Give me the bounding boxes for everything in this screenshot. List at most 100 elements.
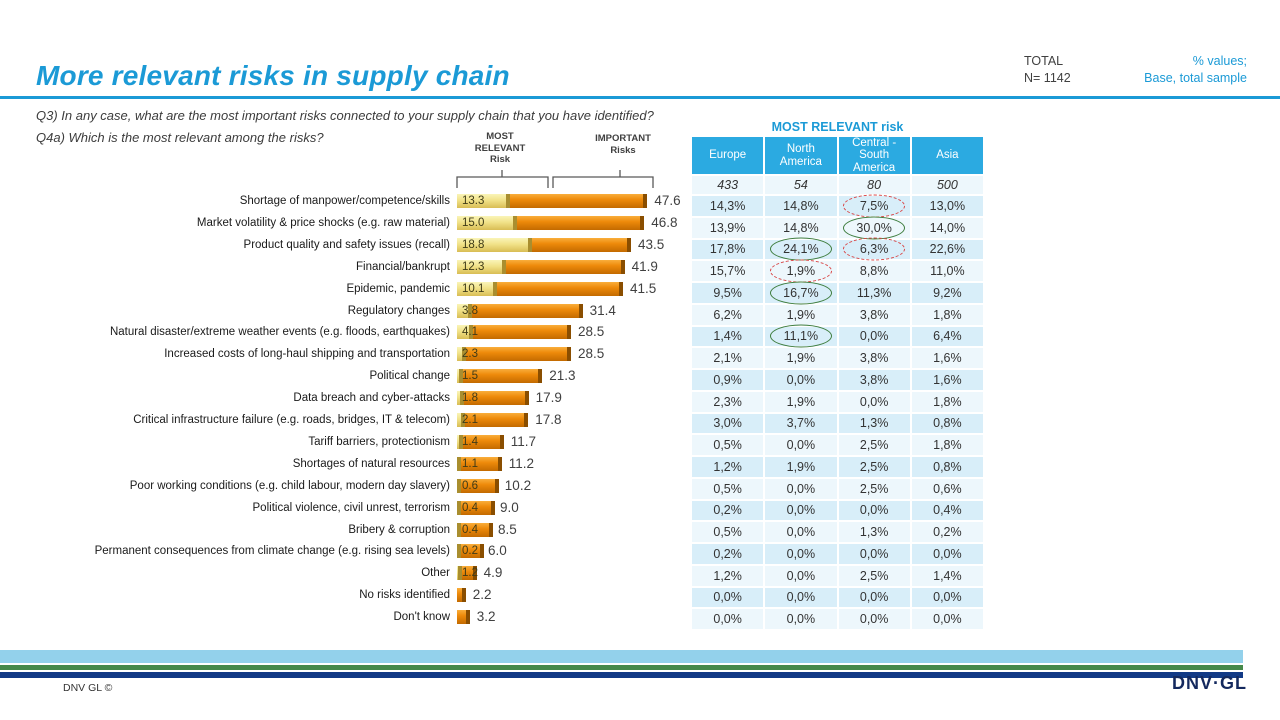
table-header-cell: North America — [765, 137, 839, 176]
region-table: Europe North America Central - South Ameri… — [692, 137, 983, 631]
chart-bar — [457, 303, 583, 318]
table-cell: 30,0% — [838, 216, 912, 240]
table-cell: 0,2% — [911, 522, 983, 544]
chart-bar — [457, 456, 502, 471]
table-header-cell: Central - South America — [838, 137, 912, 176]
chart-bar-important-segment — [461, 500, 496, 515]
chart-bar-value-total: 28.5 — [578, 346, 605, 362]
chart-bar-value-most-relevant: 10.1 — [462, 282, 485, 295]
chart-bar-value-most-relevant: 1.1 — [462, 457, 478, 470]
table-cell: 0,2% — [692, 500, 766, 523]
chart-row: Other 1.2 4.9 — [0, 562, 692, 584]
chart-row-label: Political change — [369, 370, 450, 383]
chart-bar-value-most-relevant: 2.3 — [462, 348, 478, 361]
table-cell: 14,0% — [911, 218, 983, 240]
table-row: 13,9% 14,8% 30,0% 14,0% — [692, 216, 983, 240]
chart-bar-value-total: 47.6 — [654, 193, 681, 208]
chart-bar-most-relevant-segment — [457, 500, 461, 515]
dnv-gl-logo: DNV·GL — [1172, 673, 1247, 693]
table-cell: 1,4% — [911, 566, 983, 588]
table-cell: 0,0% — [692, 609, 766, 631]
total-label: TOTAL — [1024, 54, 1064, 68]
table-base-cell: 80 — [838, 176, 912, 196]
values-note: % values; Base, total sample — [1144, 53, 1247, 87]
table-cell: 11,1% — [765, 324, 839, 349]
chart-bar-most-relevant-segment — [457, 281, 498, 296]
chart-bar-most-relevant-segment — [457, 434, 463, 449]
table-cell: 0,0% — [911, 609, 983, 631]
chart-bar-important-segment — [461, 522, 494, 537]
chart-bar-value-total: 43.5 — [638, 236, 665, 252]
table-cell: 1,2% — [692, 565, 766, 588]
table-cell: 13,0% — [911, 196, 983, 218]
chart-bar-most-relevant-segment — [457, 259, 507, 274]
chart-bar — [457, 259, 625, 274]
table-cell: 2,5% — [838, 435, 912, 457]
chart-bar — [457, 610, 470, 625]
chart-bar — [457, 237, 631, 252]
table-cell: 1,4% — [692, 326, 766, 349]
table-cell: 14,8% — [765, 217, 839, 240]
table-cell: 1,9% — [765, 457, 839, 479]
table-cell: 0,0% — [838, 544, 912, 566]
chart-bar-value-total: 31.4 — [589, 302, 616, 318]
table-cell: 0,0% — [838, 391, 912, 414]
chart-bar-value-total: 3.2 — [476, 609, 496, 625]
table-cell: 1,8% — [911, 435, 983, 457]
chart-row: Bribery & corruption 0.4 8.5 — [0, 519, 692, 541]
chart-bar-important-segment — [510, 194, 648, 208]
table-cell: 0,0% — [838, 587, 912, 610]
chart-bar-important-segment — [461, 566, 477, 581]
chart-bar — [457, 522, 494, 537]
chart-bar-value-total: 41.5 — [630, 280, 657, 296]
table-row: 9,5% 16,7% 11,3% 9,2% — [692, 281, 983, 305]
chart-row: Financial/bankrupt 12.3 41.9 — [0, 256, 692, 278]
copyright: DNV GL © — [63, 682, 113, 694]
chart-bar-value-total: 4.9 — [483, 565, 503, 581]
table-header-row: Europe North America Central - South Ameri… — [692, 137, 983, 176]
chart-bar-value-total: 11.2 — [508, 455, 535, 471]
chart-row-label: Financial/bankrupt — [356, 260, 450, 273]
chart-bar-important-segment — [461, 478, 500, 493]
question-q3: Q3) In any case, what are the most impor… — [36, 108, 654, 123]
chart-row-label: Regulatory changes — [347, 304, 450, 317]
chart-bar — [457, 500, 496, 515]
chart-row: Epidemic, pandemic 10.1 41.5 — [0, 278, 692, 300]
chart-bar-most-relevant-segment — [457, 215, 517, 230]
values-note-line1: % values; — [1192, 54, 1247, 68]
table-cell: 2,1% — [692, 348, 766, 370]
table-cell: 9,5% — [692, 283, 766, 305]
chart-bar — [457, 434, 504, 449]
table-title: MOST RELEVANT risk — [771, 120, 904, 134]
table-cell: 1,3% — [838, 413, 912, 436]
chart-bar-most-relevant-segment — [457, 369, 463, 384]
question-q4a: Q4a) Which is the most relevant among th… — [36, 130, 324, 145]
chart-bar-value-most-relevant: 0.4 — [462, 523, 478, 536]
footer-stripe-green — [0, 665, 1243, 670]
chart-bar-important-segment — [506, 259, 625, 274]
chart-bar-most-relevant-segment — [457, 194, 511, 208]
chart-row-label: Natural disaster/extreme weather events … — [109, 326, 450, 339]
chart-row: Product quality and safety issues (recal… — [0, 234, 692, 256]
table-header-cell: Europe — [692, 137, 766, 176]
chart-row: Poor working conditions (e.g. child labo… — [0, 475, 692, 497]
bar-chart: Shortage of manpower/competence/skills 13… — [0, 193, 692, 625]
chart-row-label: Critical infrastructure failure (e.g. ro… — [133, 414, 450, 426]
table-cell: 1,9% — [765, 259, 839, 283]
values-note-line2: Base, total sample — [1144, 71, 1247, 85]
chart-bar — [457, 478, 500, 493]
chart-bar — [457, 347, 571, 362]
table-row: 0,5% 0,0% 2,5% 0,6% — [692, 478, 983, 501]
chart-bar-most-relevant-segment — [457, 237, 533, 252]
chart-bar-value-most-relevant: 15.0 — [462, 216, 485, 229]
chart-bar-value-total: 17.8 — [535, 412, 562, 427]
chart-row-label: Don't know — [393, 611, 450, 624]
chart-bar-important-segment — [457, 588, 466, 603]
table-cell: 14,3% — [692, 196, 766, 218]
table-cell: 2,5% — [838, 565, 912, 588]
table-cell: 1,8% — [911, 392, 983, 414]
table-cell: 0,6% — [911, 479, 983, 501]
table-cell: 3,8% — [838, 348, 912, 370]
chart-bar-important-segment — [472, 303, 583, 318]
